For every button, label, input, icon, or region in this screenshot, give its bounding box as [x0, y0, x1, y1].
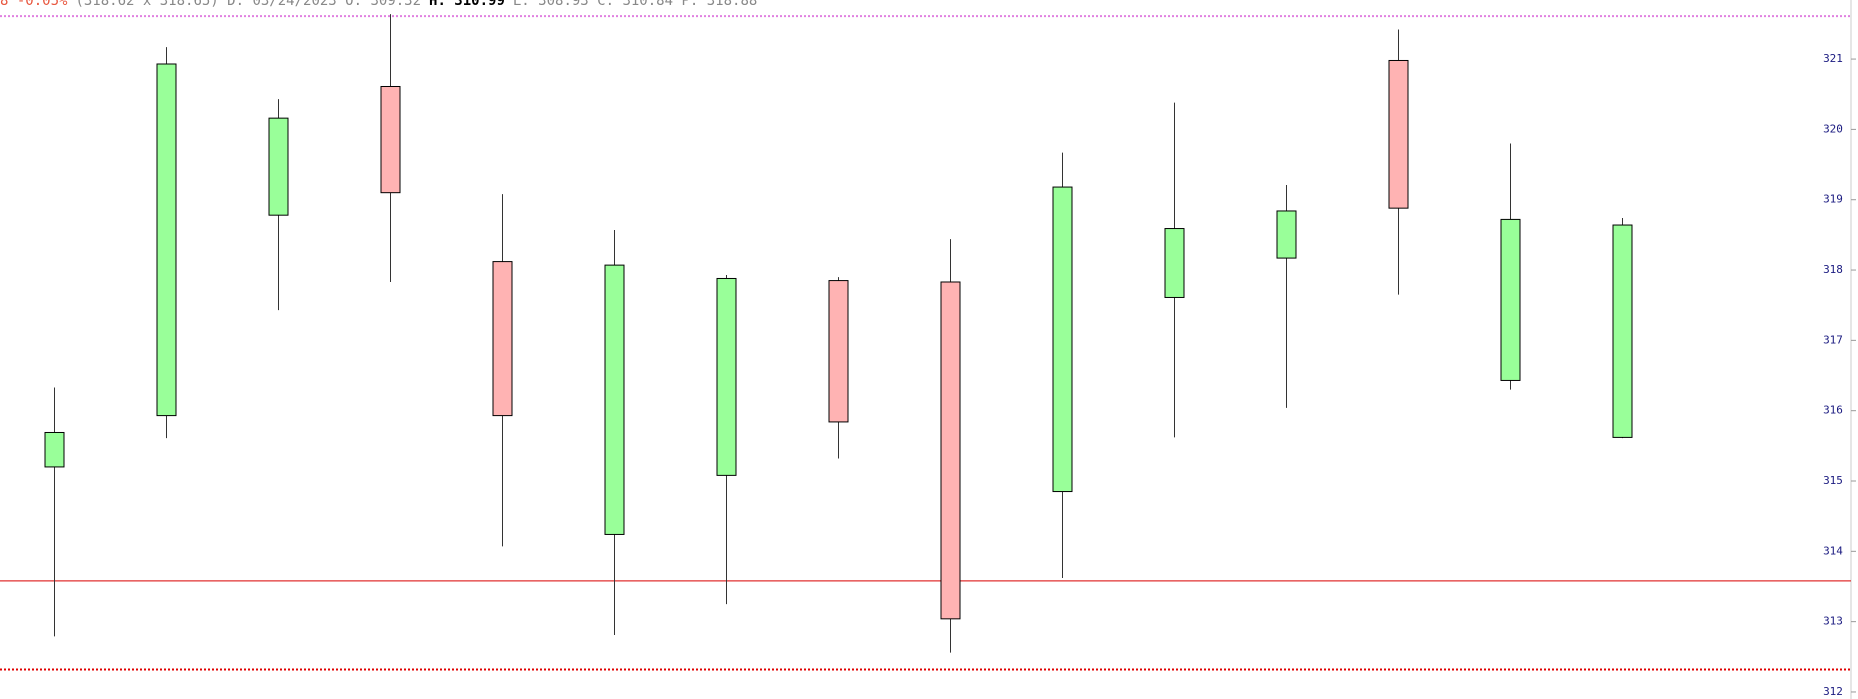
y-tick-label: 313	[1823, 615, 1843, 628]
candle-body	[156, 63, 177, 417]
y-tick-label: 312	[1823, 685, 1843, 698]
y-tick-label: 314	[1823, 544, 1843, 557]
y-tick-label: 316	[1823, 404, 1843, 417]
candle-body	[44, 431, 65, 468]
candle-body	[1388, 59, 1409, 209]
candle-body	[268, 117, 289, 216]
candle-body	[492, 261, 513, 417]
quote-header: 8 -0.05% (318.62 x 318.65) D: 03/24/2023 …	[0, 0, 757, 9]
header-segment: H: 310.99	[429, 0, 505, 9]
y-tick-label: 321	[1823, 52, 1843, 65]
candle-body	[1276, 210, 1297, 259]
y-tick-label: 318	[1823, 263, 1843, 276]
candle-body	[828, 280, 849, 423]
header-segment: 8 -0.05%	[0, 0, 68, 9]
candle-body	[940, 281, 961, 620]
y-tick-label: 320	[1823, 122, 1843, 135]
candle-body	[604, 264, 625, 535]
y-tick-label: 315	[1823, 474, 1843, 487]
header-segment: (318.62 x 318.65) D: 03/24/2023 O: 309.3…	[75, 0, 421, 9]
candle-body	[1500, 218, 1521, 381]
candle-body	[1612, 224, 1633, 438]
y-tick-label: 319	[1823, 193, 1843, 206]
candle-body	[380, 85, 401, 194]
header-segment: L: 308.93 C: 310.84 P: 318.88	[513, 0, 757, 9]
candle-body	[1052, 186, 1073, 493]
y-tick-label: 317	[1823, 333, 1843, 346]
candle-body	[716, 277, 737, 476]
candle-body	[1164, 228, 1185, 298]
